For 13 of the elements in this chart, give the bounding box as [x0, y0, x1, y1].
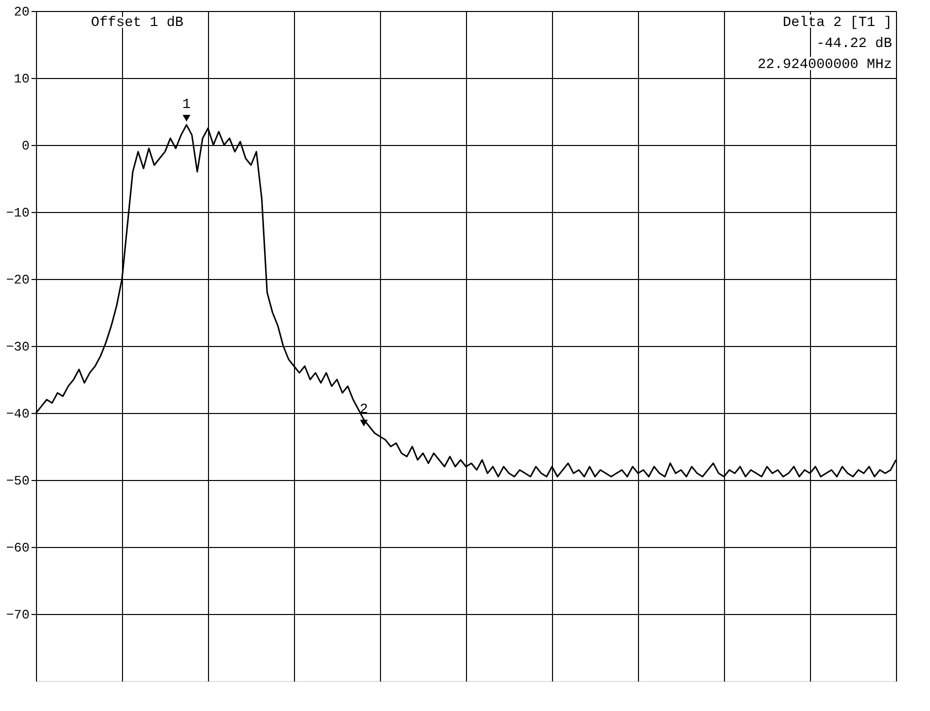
y-tick-label: −20 [6, 272, 30, 288]
y-tick-label: −10 [6, 206, 30, 220]
annotation: 2 [360, 402, 368, 418]
y-tick-label: −40 [6, 406, 30, 422]
y-tick-label: −50 [6, 474, 30, 488]
y-tick-label: 20 [14, 4, 30, 20]
y-tick-label: 0 [22, 138, 30, 154]
y-tick-label: −70 [6, 608, 30, 622]
y-tick-label: −30 [6, 340, 30, 354]
annotation: 1 [182, 97, 191, 114]
y-tick-label: −60 [6, 540, 30, 556]
annotation: -44.22 dB [816, 36, 892, 52]
y-tick-label: 10 [14, 72, 30, 86]
